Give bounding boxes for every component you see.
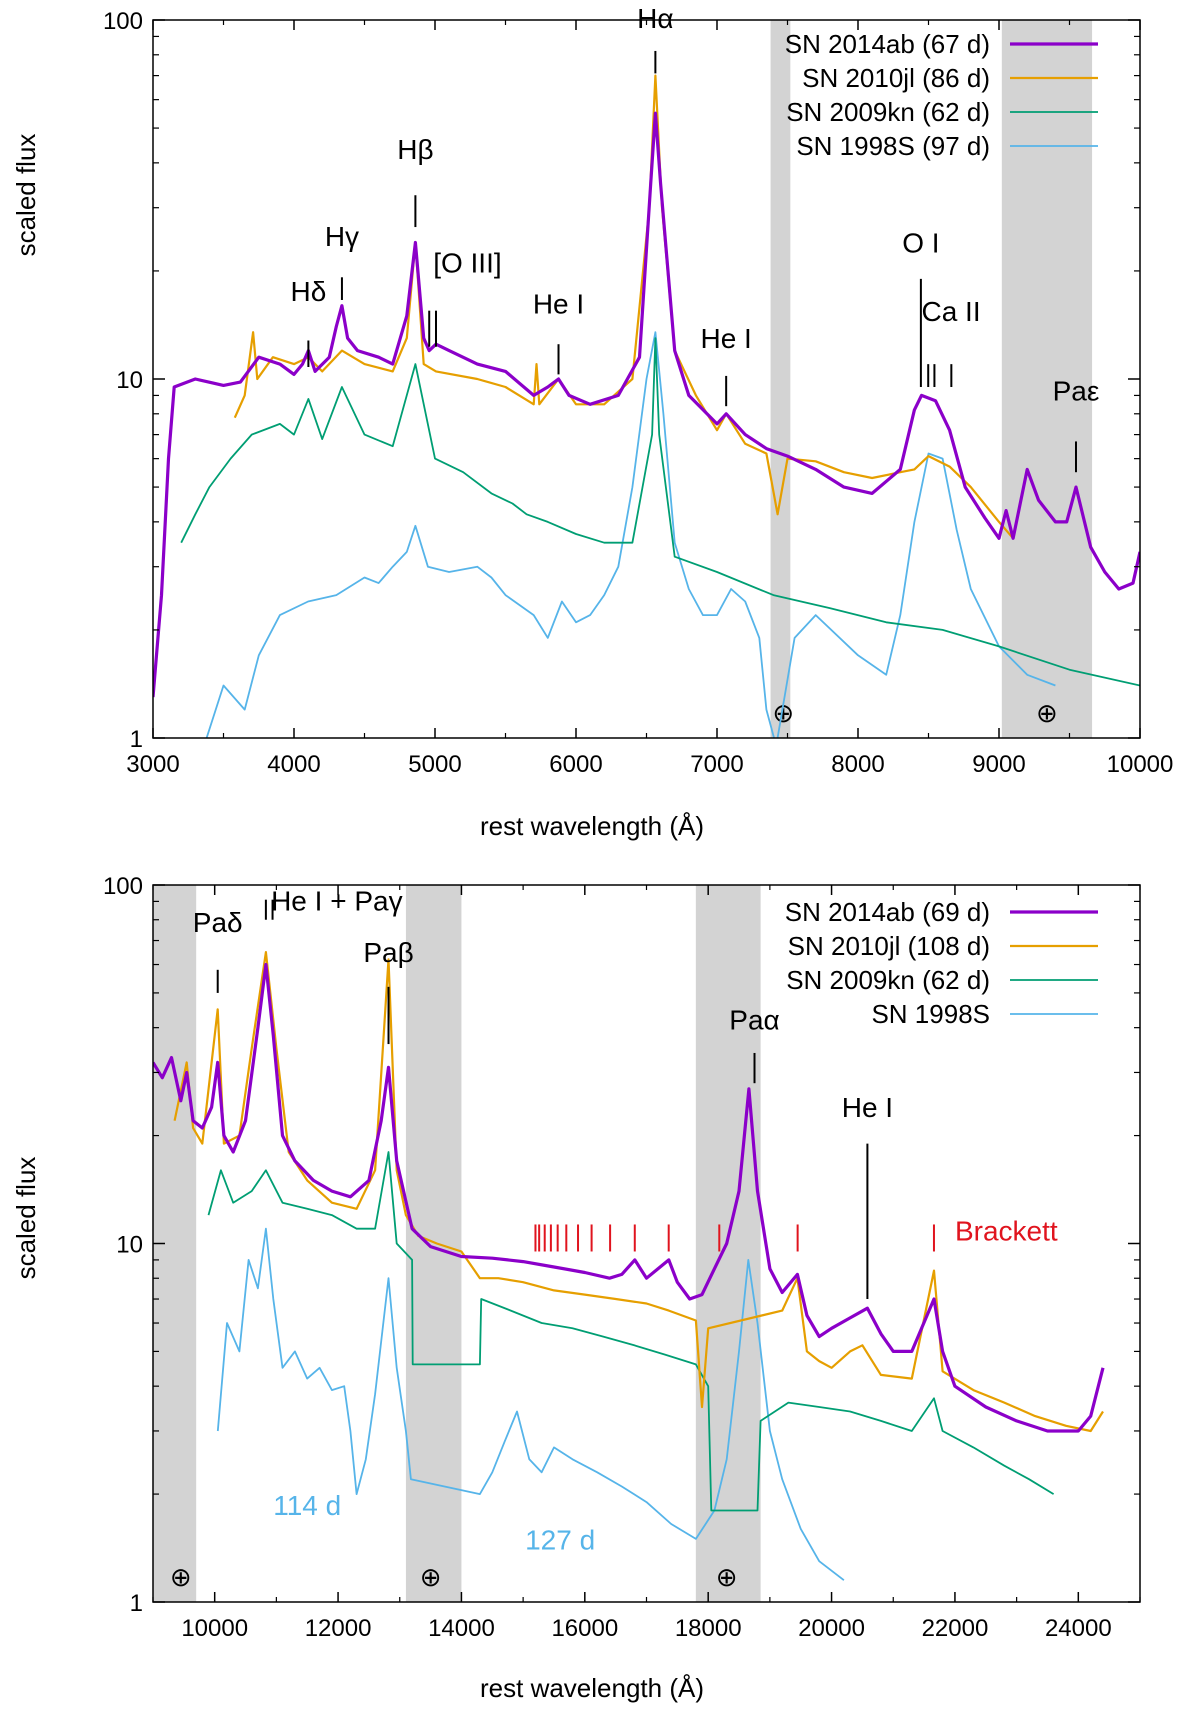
x-tick-label: 9000	[972, 751, 1025, 778]
line-id-label: Hδ	[290, 276, 326, 307]
x-tick-label: 16000	[551, 1615, 618, 1642]
series-line-sn2014ab	[153, 962, 1105, 1433]
x-tick-label: 18000	[675, 1615, 742, 1642]
legend: SN 2014ab (69 d) SN 2010jl (108 d) SN 2009…	[785, 897, 1098, 1029]
epoch-note: 114 d	[273, 1490, 341, 1521]
legend-label-sn1998s: SN 1998S	[871, 999, 990, 1029]
legend-label-sn2009kn: SN 2009kn (62 d)	[786, 965, 990, 995]
x-tick-label: 10000	[1107, 751, 1174, 778]
x-tick-label: 22000	[922, 1615, 989, 1642]
series-line-sn2010jl	[173, 951, 1104, 1433]
series-line-sn2009kn	[180, 337, 1140, 687]
line-id-label: [O III]	[433, 247, 501, 278]
line-id-label: He I	[700, 323, 751, 354]
line-id-label: Paε	[1053, 376, 1100, 407]
x-tick-label: 20000	[798, 1615, 865, 1642]
legend: SN 2014ab (67 d) SN 2010jl (86 d) SN 2009k…	[785, 29, 1098, 161]
top-panel-optical: scaled flux rest wavelength (Å) ⊕ ⊕ 3000 40…	[11, 3, 1173, 841]
earth-symbol: ⊕	[716, 1563, 738, 1593]
brackett-label: Brackett	[955, 1215, 1058, 1246]
series-line-sn1998s	[205, 331, 1056, 738]
legend-label-sn2009kn: SN 2009kn (62 d)	[786, 97, 990, 127]
bottom-xlabel: rest wavelength (Å)	[480, 1673, 704, 1703]
line-id-label: Hα	[637, 3, 673, 34]
line-id-label: O I	[902, 228, 939, 259]
x-tick-label: 14000	[428, 1615, 495, 1642]
y-tick-label: 1	[130, 726, 143, 753]
legend-label-sn2010jl: SN 2010jl (86 d)	[802, 63, 990, 93]
top-ylabel: scaled flux	[11, 134, 41, 257]
telluric-band	[1001, 20, 1093, 738]
series-line-sn1998s	[216, 1227, 845, 1581]
telluric-band	[405, 885, 462, 1602]
legend-label-sn2014ab: SN 2014ab (67 d)	[785, 29, 990, 59]
top-xlabel: rest wavelength (Å)	[480, 811, 704, 841]
earth-symbol: ⊕	[1036, 699, 1058, 729]
x-tick-label: 5000	[408, 751, 461, 778]
x-tick-label: 4000	[267, 751, 320, 778]
y-tick-label: 100	[103, 8, 143, 35]
x-tick-label: 8000	[831, 751, 884, 778]
line-id-label: He I + Paγ	[271, 885, 403, 916]
line-id-label: Ca II	[921, 296, 980, 327]
telluric-band	[770, 20, 791, 738]
line-id-label: Hγ	[325, 221, 359, 252]
series-line-sn2010jl	[233, 74, 1014, 540]
line-id-label: Paδ	[193, 907, 243, 938]
series-line-sn2009kn	[207, 1151, 1055, 1512]
x-tick-label: 24000	[1045, 1615, 1112, 1642]
series-line-sn2014ab	[153, 111, 1140, 698]
earth-symbol: ⊕	[420, 1563, 442, 1593]
x-tick-label: 3000	[126, 751, 179, 778]
epoch-note: 127 d	[525, 1525, 595, 1556]
legend-label-sn1998s: SN 1998S (97 d)	[796, 131, 990, 161]
line-id-label: Paα	[729, 1005, 779, 1036]
legend-label-sn2014ab: SN 2014ab (69 d)	[785, 897, 990, 927]
line-id-label: Paβ	[363, 937, 413, 968]
legend-label-sn2010jl: SN 2010jl (108 d)	[788, 931, 990, 961]
earth-symbol: ⊕	[772, 699, 794, 729]
y-tick-label: 10	[116, 367, 143, 394]
line-id-label: He I	[533, 289, 584, 320]
line-id-label: He I	[842, 1092, 893, 1123]
x-tick-label: 12000	[305, 1615, 372, 1642]
earth-symbol: ⊕	[170, 1563, 192, 1593]
y-tick-label: 10	[116, 1232, 143, 1259]
x-tick-label: 6000	[549, 751, 602, 778]
x-tick-label: 10000	[181, 1615, 248, 1642]
x-tick-label: 7000	[690, 751, 743, 778]
y-tick-label: 100	[103, 873, 143, 900]
y-tick-label: 1	[130, 1590, 143, 1617]
bottom-panel-nir: scaled flux rest wavelength (Å) ⊕ ⊕ ⊕ 10000…	[11, 873, 1141, 1703]
bottom-ylabel: scaled flux	[11, 1157, 41, 1280]
line-id-label: Hβ	[397, 134, 433, 165]
